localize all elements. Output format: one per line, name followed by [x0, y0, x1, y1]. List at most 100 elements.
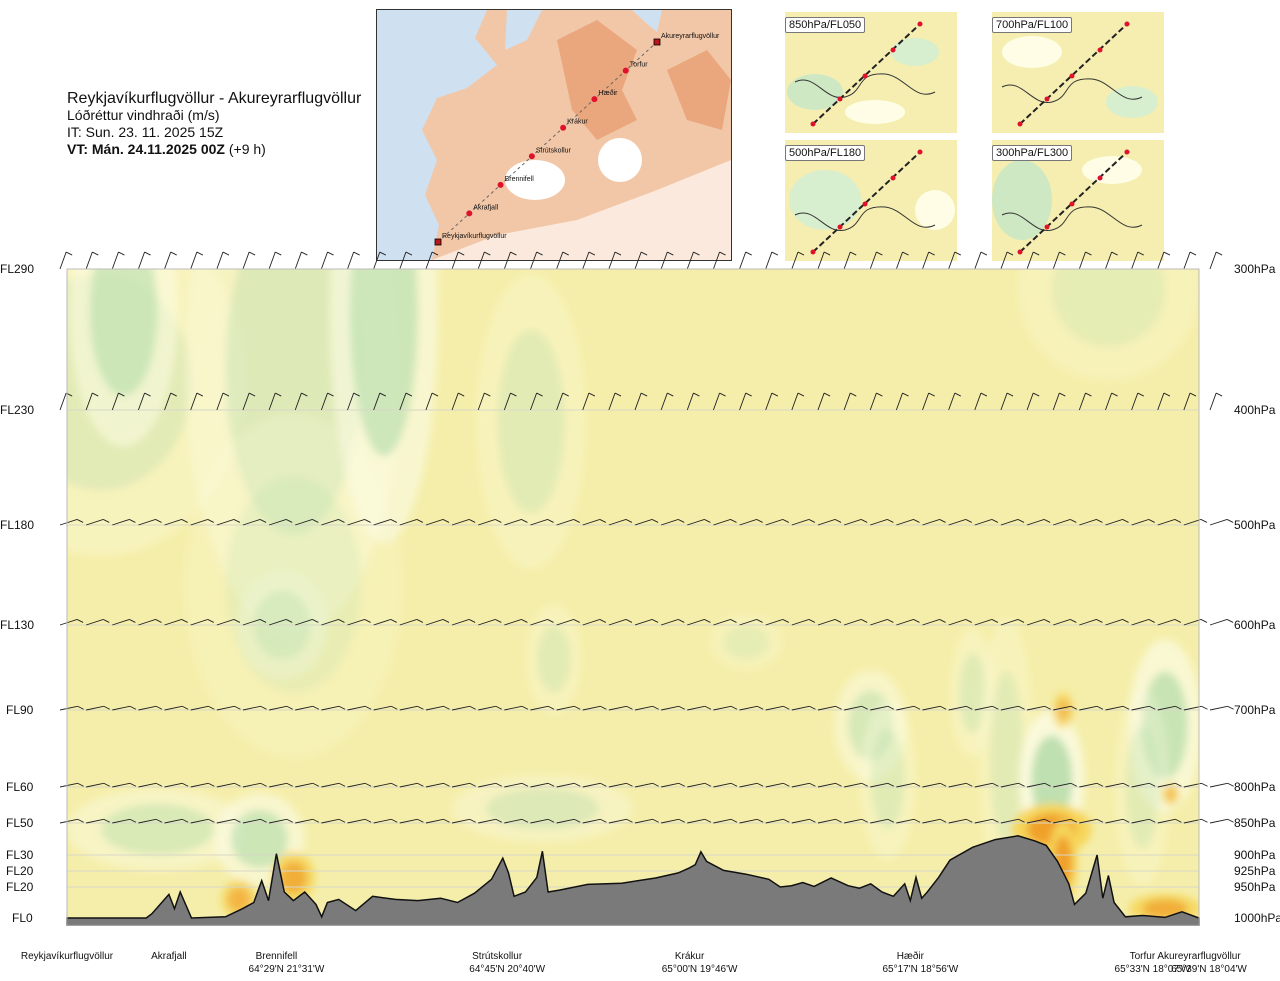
map-waypoint	[862, 73, 868, 79]
wind-barb-flag	[782, 519, 790, 523]
map-wind-area	[915, 190, 955, 230]
wind-barb-flag	[77, 818, 84, 823]
wind-barb-flag	[626, 818, 633, 823]
map-waypoint	[1124, 21, 1130, 27]
wind-barb-flag	[181, 818, 189, 823]
updraft-area	[989, 670, 1024, 843]
wind-barb-flag	[835, 782, 842, 787]
wind-barb	[216, 818, 235, 824]
wind-barb-flag	[730, 818, 738, 823]
wind-barb	[1183, 251, 1191, 270]
wind-barb	[347, 392, 355, 411]
wind-barb-flag	[312, 519, 319, 523]
wind-barb-flag	[861, 705, 868, 710]
wind-barb-flag	[416, 519, 424, 523]
wind-barb-flag	[76, 619, 84, 623]
wind-barb-flag	[562, 251, 569, 256]
wind-barb-flag	[495, 519, 502, 523]
wind-barb-flag	[196, 251, 204, 256]
wind-barb	[870, 782, 888, 788]
wind-barb	[321, 619, 339, 626]
wind-barb-flag	[1070, 705, 1077, 710]
location-name: Akrafjall	[151, 951, 187, 962]
wind-barb-flag	[469, 782, 476, 787]
updraft-area	[497, 329, 566, 514]
wind-barb	[373, 782, 392, 788]
wind-barb-flag	[928, 251, 935, 256]
wind-barb	[712, 251, 720, 270]
wind-barb-flag	[338, 619, 345, 623]
wind-barb-flag	[1017, 619, 1025, 623]
wind-barb	[974, 251, 982, 270]
wind-barb	[922, 519, 940, 526]
wind-barb-flag	[103, 519, 110, 523]
wind-barb	[817, 392, 825, 411]
wind-barb-flag	[155, 519, 162, 523]
map-waypoint	[1017, 249, 1023, 255]
wind-barb-flag	[155, 705, 163, 710]
wind-barb	[164, 519, 182, 526]
wind-barb	[477, 392, 485, 411]
wind-barb	[765, 705, 784, 711]
wind-barb	[1105, 519, 1123, 526]
wind-barb-flag	[92, 392, 99, 397]
updraft-area	[1031, 735, 1073, 823]
wind-barb-flag	[547, 818, 555, 823]
chart-subtitle: Lóðréttur vindhraði (m/s)	[67, 107, 220, 123]
wind-barb	[974, 519, 993, 526]
pressure-level-label: 850hPa	[1234, 816, 1276, 830]
wind-barb-flag	[76, 519, 84, 523]
wind-barb-flag	[1085, 251, 1092, 256]
wind-barb-flag	[573, 782, 581, 787]
wind-barb	[347, 782, 366, 788]
flight-level-label: FL30	[6, 848, 34, 862]
wind-barb	[687, 782, 705, 788]
wind-barb	[608, 251, 616, 270]
wind-barb	[1157, 619, 1175, 626]
wind-barb	[608, 619, 627, 626]
wind-barb	[59, 818, 78, 824]
wind-barb	[791, 782, 810, 788]
wind-barb	[817, 818, 836, 824]
map-waypoint	[1097, 175, 1103, 181]
highland-1	[557, 20, 637, 140]
wind-barb	[1078, 251, 1086, 270]
wind-barb	[242, 818, 261, 824]
wind-barb	[1078, 392, 1086, 411]
wind-barb-flag	[834, 619, 842, 623]
wind-barb	[843, 818, 862, 824]
wind-barb	[1209, 705, 1228, 711]
wind-barb	[1105, 782, 1124, 788]
wind-barb	[503, 392, 511, 411]
flight-level-label: FL290	[0, 262, 35, 276]
wind-barb	[295, 519, 313, 526]
wind-barb-flag	[390, 519, 397, 523]
updraft-area	[231, 810, 288, 868]
map-waypoint	[1069, 201, 1075, 207]
wind-barb-flag	[1227, 818, 1234, 823]
wind-barb-flag	[181, 782, 189, 787]
location-coordinate: 65°39'N 18°04'W	[1171, 964, 1247, 975]
wind-barb	[582, 705, 601, 711]
wind-barb	[1079, 619, 1097, 626]
updraft-area	[723, 625, 769, 659]
wind-barb-flag	[704, 619, 711, 623]
wind-barb	[1053, 782, 1071, 788]
wind-barb-flag	[391, 782, 398, 787]
wind-barb-flag	[1226, 619, 1234, 623]
pressure-level-label: 700hPa	[1234, 703, 1276, 717]
location-coordinate: 65°17'N 18°56'W	[882, 964, 959, 975]
wind-barb	[242, 782, 261, 788]
flight-level-label: FL20	[6, 880, 34, 894]
issue-time: IT: Sun. 23. 11. 2025 15Z	[67, 124, 224, 140]
wind-barb-flag	[233, 519, 241, 523]
map-waypoint	[890, 47, 896, 53]
wind-barb-flag	[625, 619, 633, 623]
wind-barb	[216, 619, 235, 626]
wind-barb-flag	[1122, 519, 1129, 523]
wind-barb-flag	[626, 705, 633, 710]
waypoint-label: Torfur	[630, 62, 649, 69]
wind-barb	[86, 818, 104, 824]
wind-barb-flag	[730, 619, 737, 623]
highland-2	[667, 50, 731, 130]
